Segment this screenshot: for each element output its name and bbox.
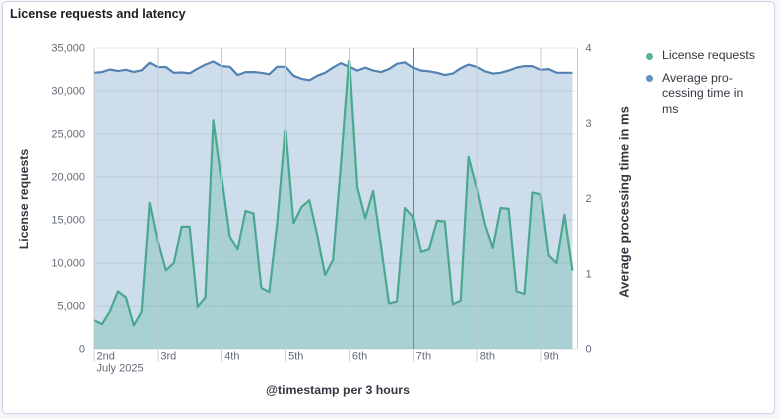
- svg-text:10,000: 10,000: [51, 258, 85, 270]
- svg-text:@timestamp per 3 hours: @timestamp per 3 hours: [266, 383, 410, 397]
- svg-text:July 2025: July 2025: [97, 363, 144, 375]
- svg-text:4: 4: [586, 43, 592, 55]
- svg-text:0: 0: [586, 344, 592, 356]
- svg-text:Average processing time in ms: Average processing time in ms: [617, 106, 632, 298]
- svg-text:15,000: 15,000: [51, 215, 85, 227]
- svg-text:2: 2: [586, 193, 592, 205]
- svg-text:2nd: 2nd: [97, 351, 115, 363]
- svg-text:0: 0: [79, 344, 85, 356]
- svg-text:License requests: License requests: [17, 149, 31, 250]
- svg-text:8th: 8th: [480, 351, 495, 363]
- svg-text:9th: 9th: [544, 351, 559, 363]
- svg-text:5,000: 5,000: [57, 301, 85, 313]
- svg-text:25,000: 25,000: [51, 129, 85, 141]
- svg-text:1: 1: [586, 268, 592, 280]
- svg-text:20,000: 20,000: [51, 172, 85, 184]
- svg-text:35,000: 35,000: [51, 43, 85, 55]
- svg-text:6th: 6th: [352, 351, 367, 363]
- svg-text:3: 3: [586, 118, 592, 130]
- svg-text:30,000: 30,000: [51, 86, 85, 98]
- svg-text:5th: 5th: [288, 351, 303, 363]
- svg-text:3rd: 3rd: [160, 351, 176, 363]
- svg-text:4th: 4th: [224, 351, 239, 363]
- svg-text:7th: 7th: [416, 351, 431, 363]
